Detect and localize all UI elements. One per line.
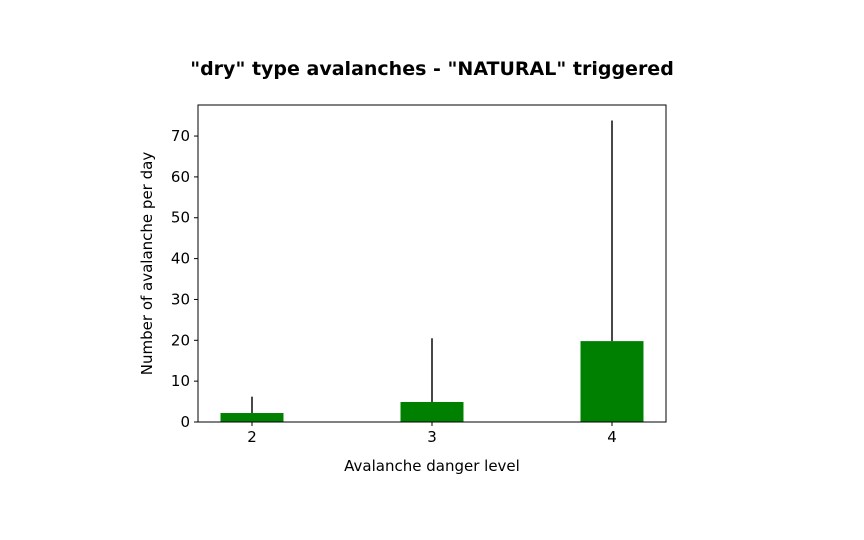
bar-level-2: [220, 413, 284, 422]
x-axis-label: Avalanche danger level: [344, 457, 520, 475]
y-tick-label: 30: [171, 290, 190, 308]
x-tick-label: 3: [427, 428, 437, 446]
y-tick-label: 10: [171, 372, 190, 390]
y-tick-label: 0: [180, 413, 190, 431]
y-tick-label: 60: [171, 168, 190, 186]
y-tick-label: 50: [171, 209, 190, 227]
x-tick-label: 4: [607, 428, 617, 446]
y-tick-label: 20: [171, 331, 190, 349]
chart-title: "dry" type avalanches - "NATURAL" trigge…: [190, 58, 674, 80]
bar-level-3: [400, 401, 464, 422]
x-tick-label: 2: [247, 428, 257, 446]
bar-level-4: [580, 341, 644, 422]
y-tick-label: 40: [171, 250, 190, 268]
y-axis-label: Number of avalanche per day: [138, 152, 156, 376]
y-tick-label: 70: [171, 127, 190, 145]
